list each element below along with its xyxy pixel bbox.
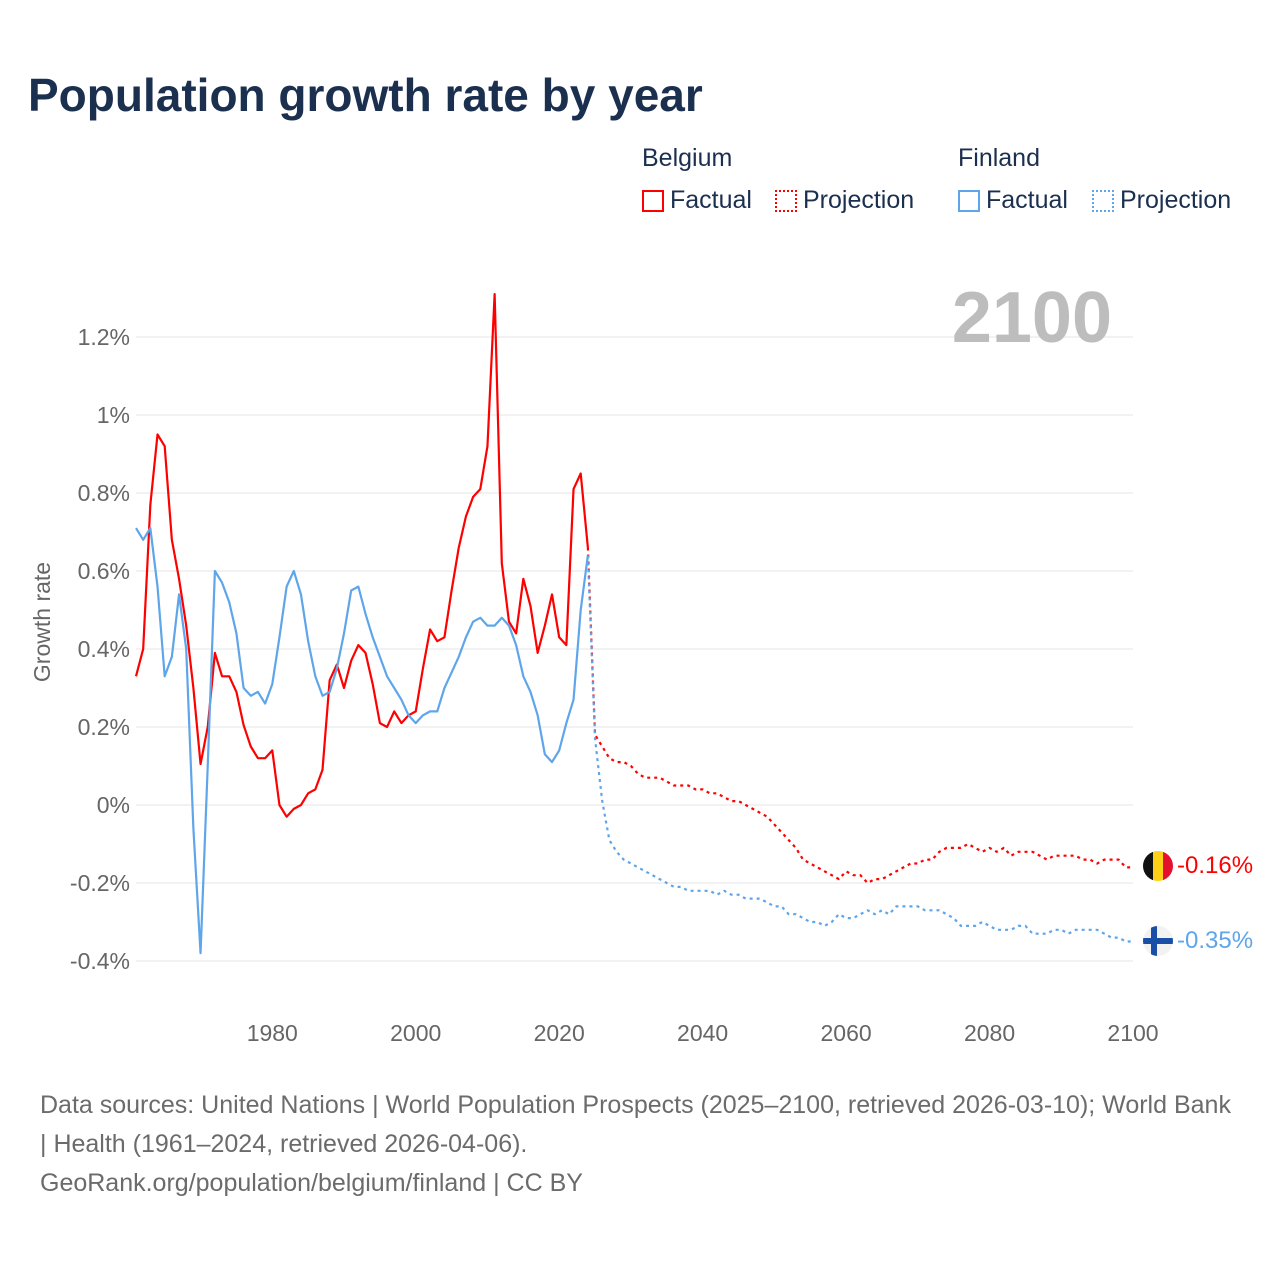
y-tick-label: 1% [97, 402, 130, 428]
y-tick-label: 1.2% [78, 324, 130, 350]
legend-swatch-dotted [775, 189, 797, 212]
line-chart: -0.4% -0.2% 0% 0.2% 0.4% 0.6% 0.8% 1% 1.2% 1980 20… [29, 278, 1173, 1046]
y-tick-label: 0% [97, 792, 130, 818]
year-badge: 2100 [952, 278, 1112, 358]
x-tick-label: 2020 [534, 1020, 585, 1046]
legend-swatch-dotted [1092, 189, 1114, 212]
series-line-belgium-factual [134, 293, 589, 818]
x-tick-label: 1980 [247, 1020, 298, 1046]
footer: Data sources: United Nations | World Pop… [40, 1086, 1240, 1203]
finland-end-label: -0.35% [1177, 927, 1254, 954]
x-tick-label: 2040 [677, 1020, 728, 1046]
x-tick-label: 2060 [821, 1020, 872, 1046]
chart-title: Population growth rate by year [28, 69, 703, 121]
legend-swatch-solid [642, 189, 664, 212]
legend-group-belgium: Belgium [642, 144, 733, 172]
legend-swatch-solid [958, 189, 980, 212]
legend-label: Factual [986, 186, 1068, 214]
y-tick-label: -0.2% [70, 870, 130, 896]
finland-flag-icon [1143, 926, 1173, 956]
y-axis-label: Growth rate [29, 562, 55, 682]
series-line-finland-factual [135, 526, 589, 955]
belgium-end-label: -0.16% [1177, 852, 1254, 879]
x-tick-label: 2000 [390, 1020, 441, 1046]
legend-finland-projection[interactable]: Projection [1092, 186, 1231, 215]
legend-belgium-factual[interactable]: Factual [642, 186, 752, 215]
y-tick-label: 0.8% [78, 480, 130, 506]
legend-group-finland: Finland [958, 144, 1040, 172]
series-line-belgium-projection [586, 547, 1133, 885]
y-tick-label: 0.2% [78, 714, 130, 740]
legend-label: Projection [1120, 186, 1232, 214]
y-tick-label: 0.4% [78, 636, 130, 662]
legend-label: Projection [803, 186, 915, 214]
belgium-flag-icon [1143, 851, 1173, 881]
source-link[interactable]: GeoRank.org/population/belgium/finland |… [40, 1169, 583, 1197]
legend-label: Factual [670, 186, 752, 214]
x-tick-label: 2100 [1107, 1020, 1158, 1046]
data-sources: Data sources: United Nations | World Pop… [40, 1091, 1231, 1158]
series-line-finland-projection [586, 555, 1133, 943]
x-tick-label: 2080 [964, 1020, 1015, 1046]
legend-finland-factual[interactable]: Factual [958, 186, 1068, 215]
legend-belgium-projection[interactable]: Projection [775, 186, 914, 215]
y-tick-label: -0.4% [70, 948, 130, 974]
y-tick-label: 0.6% [78, 558, 130, 584]
